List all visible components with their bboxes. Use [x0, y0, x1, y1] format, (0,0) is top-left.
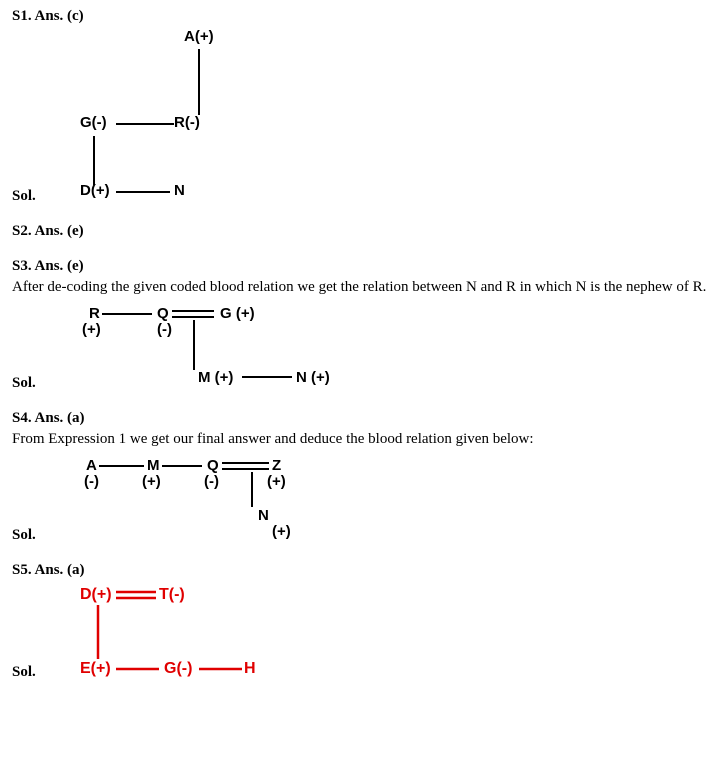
s3-sol-label: Sol. — [12, 375, 36, 392]
node-G: G(-) — [164, 660, 192, 677]
s5-header: S5. Ans. (a) — [12, 562, 715, 579]
node-T: T(-) — [159, 586, 185, 603]
node-M-sign: (+) — [142, 473, 161, 490]
node-R-sign: (+) — [82, 321, 101, 338]
s4-sol-label: Sol. — [12, 527, 36, 544]
s4-lines — [99, 463, 269, 507]
s1-sol-label: Sol. — [12, 188, 36, 205]
solution-4: S4. Ans. (a) From Expression 1 we get ou… — [12, 410, 715, 544]
node-A: A — [86, 457, 97, 474]
node-E: E(+) — [80, 660, 111, 677]
s3-diagram: R (+) Q (-) G (+) M (+) N (+) — [44, 300, 364, 392]
s3-lines — [102, 311, 292, 377]
node-M: M (+) — [198, 369, 233, 386]
node-R: R(-) — [174, 114, 200, 131]
node-G: G (+) — [220, 305, 255, 322]
s4-explanation: From Expression 1 we get our final answe… — [12, 429, 715, 450]
node-Q-sign: (-) — [157, 321, 172, 338]
node-N: N — [174, 182, 185, 199]
node-N-sign: (+) — [272, 523, 291, 540]
s5-diagram: D(+) T(-) E(+) G(-) H — [44, 581, 304, 681]
node-Z: Z — [272, 457, 281, 474]
node-R: R — [89, 305, 100, 322]
s1-diagram: A(+) G(-) R(-) D(+) N — [44, 27, 274, 205]
solution-5: S5. Ans. (a) Sol. D(+) T(-) E(+) G(-) H — [12, 562, 715, 681]
s2-header: S2. Ans. (e) — [12, 223, 715, 240]
node-Q: Q — [157, 305, 169, 322]
node-G: G(-) — [80, 114, 107, 131]
s3-header: S3. Ans. (e) — [12, 258, 715, 275]
node-N: N (+) — [296, 369, 330, 386]
s4-diagram: A (-) M (+) Q (-) Z (+) N (+) — [44, 452, 324, 544]
solution-2: S2. Ans. (e) — [12, 223, 715, 240]
node-A: A(+) — [184, 28, 214, 45]
node-Q-sign: (-) — [204, 473, 219, 490]
s3-explanation: After de-coding the given coded blood re… — [12, 277, 715, 298]
s1-header: S1. Ans. (c) — [12, 8, 715, 25]
node-N: N — [258, 507, 269, 524]
node-D: D(+) — [80, 586, 112, 603]
s5-sol-label: Sol. — [12, 664, 36, 681]
node-Z-sign: (+) — [267, 473, 286, 490]
node-Q: Q — [207, 457, 219, 474]
node-H: H — [244, 660, 256, 677]
node-M: M — [147, 457, 160, 474]
s5-lines — [98, 592, 242, 669]
node-A-sign: (-) — [84, 473, 99, 490]
solution-3: S3. Ans. (e) After de-coding the given c… — [12, 258, 715, 392]
solution-1: S1. Ans. (c) Sol. A(+) G(-) R(-) D(+) N — [12, 8, 715, 205]
s4-header: S4. Ans. (a) — [12, 410, 715, 427]
